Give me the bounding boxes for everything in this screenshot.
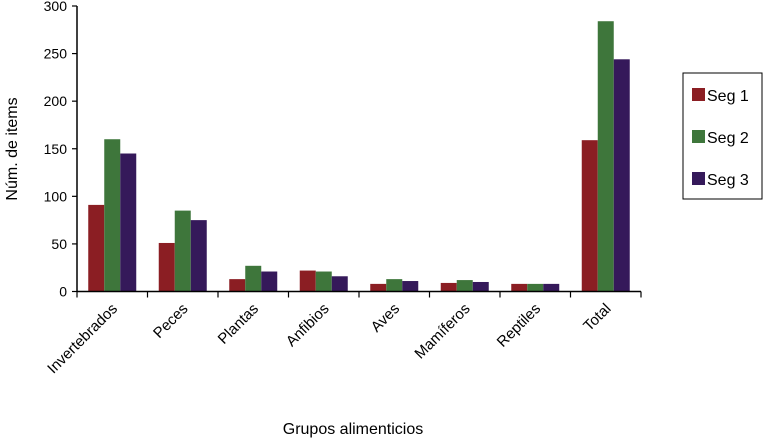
bar-seg-2-peces [174, 210, 191, 292]
y-tick-label: 300 [44, 0, 68, 14]
bar-seg-1-invertebrados [88, 204, 105, 292]
x-tick-label: Plantas [215, 300, 262, 347]
x-tick-label: Anfibios [283, 300, 333, 350]
x-tick-label: Invertebrados [44, 300, 121, 377]
x-tick-label: Reptiles [494, 300, 544, 350]
bar-seg-1-total [581, 140, 598, 292]
bar-seg-3-reptiles [543, 283, 560, 292]
bar-seg-2-reptiles [527, 283, 544, 292]
y-tick-label: 150 [44, 141, 68, 157]
bar-seg-3-mamíferos [472, 281, 489, 292]
legend-swatch [692, 130, 705, 143]
y-tick-label: 100 [44, 188, 68, 204]
bar-seg-1-aves [370, 283, 387, 292]
legend-swatch [692, 172, 705, 185]
y-tick-label: 0 [59, 284, 67, 300]
y-tick-label: 250 [44, 46, 68, 62]
y-axis-label: Núm. de items [4, 97, 21, 200]
bar-seg-1-peces [158, 242, 175, 292]
x-tick-label: Total [580, 300, 614, 334]
bar-seg-2-aves [386, 279, 403, 292]
bar-seg-1-reptiles [511, 283, 528, 292]
bar-seg-3-invertebrados [120, 153, 137, 292]
bar-seg-3-anfibios [331, 276, 348, 292]
bar-seg-2-anfibios [315, 271, 332, 292]
y-tick-label: 200 [44, 93, 68, 109]
legend-label: Seg 1 [707, 88, 749, 105]
x-tick-label: Aves [368, 300, 403, 335]
bar-seg-2-total [597, 21, 614, 292]
bar-seg-3-total [613, 59, 630, 292]
bar-seg-3-peces [190, 220, 207, 292]
legend-label: Seg 2 [707, 130, 749, 147]
bar-seg-2-invertebrados [104, 139, 121, 292]
bar-seg-3-aves [402, 281, 419, 292]
x-tick-label: Peces [150, 300, 192, 342]
legend-swatch [692, 88, 705, 101]
y-tick-label: 50 [51, 236, 67, 252]
bar-seg-2-plantas [245, 265, 262, 292]
bar-seg-1-anfibios [299, 270, 316, 292]
bar-seg-1-mamíferos [440, 282, 457, 292]
legend-label: Seg 3 [707, 172, 749, 189]
x-axis-label: Grupos alimenticios [283, 421, 424, 438]
x-tick-label: Mamíferos [411, 300, 473, 362]
bar-seg-2-mamíferos [456, 280, 473, 292]
bar-seg-3-plantas [261, 271, 278, 292]
legend: Seg 1 Seg 2 Seg 3 [682, 72, 763, 200]
bar-seg-1-plantas [229, 279, 246, 292]
